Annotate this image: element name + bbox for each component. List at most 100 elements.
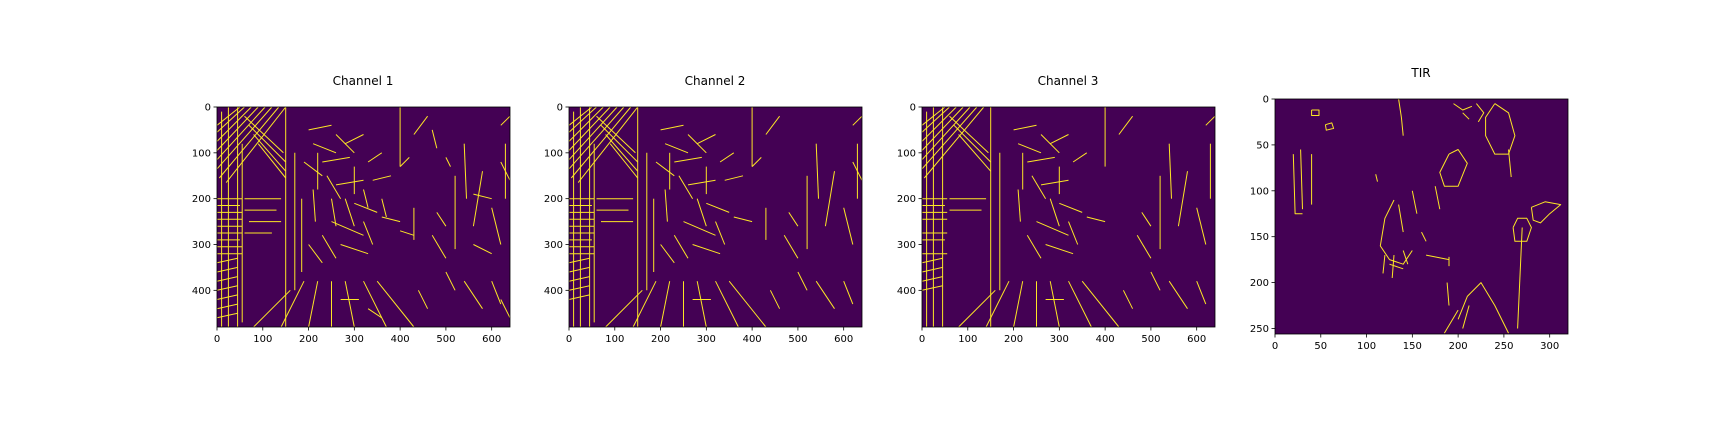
edge-segment	[367, 308, 383, 319]
edge-layer	[1292, 98, 1562, 334]
edge-segment	[1375, 174, 1378, 182]
x-ticks: 0 100 200 300 400 500 600	[214, 327, 501, 345]
edge-segment	[1086, 216, 1106, 223]
edge-segment	[568, 276, 590, 282]
x-tick-label: 250	[1494, 341, 1513, 352]
edge-segment	[1118, 115, 1134, 135]
edge-segment	[1026, 235, 1042, 259]
y-tick-label: 250	[1250, 324, 1269, 335]
edge-segment	[1027, 156, 1055, 163]
edge-segment	[335, 179, 364, 186]
edge-segment	[852, 115, 863, 126]
y-tick-label: 200	[192, 194, 211, 205]
edge-segment	[216, 312, 238, 319]
edge-segment	[344, 134, 364, 145]
edge-segment	[216, 276, 238, 282]
edge-segment	[1508, 149, 1512, 178]
x-tick-label: 400	[743, 334, 762, 345]
axes-frame	[921, 106, 1216, 328]
edge-segment	[728, 280, 767, 328]
edge-segment	[568, 266, 590, 273]
edge-segment	[1292, 154, 1303, 215]
x-ticks: 0 100 200 300 400 500 600	[919, 327, 1206, 345]
edge-segment	[1462, 112, 1470, 120]
y-tick-label: 100	[192, 148, 211, 159]
edge-segment	[363, 221, 374, 245]
edge-segment	[1045, 244, 1074, 255]
edge-segment	[1398, 204, 1404, 233]
subplot-tir: TIR 0 50 100 150 200 250 300 0 50 100 150 200 250	[1250, 66, 1569, 352]
y-tick-label: 300	[897, 240, 916, 251]
edge-segment	[706, 202, 730, 213]
edge-segment	[958, 134, 992, 172]
edge-segment	[1049, 281, 1060, 328]
edge-segment	[216, 294, 238, 300]
edge-segment	[632, 280, 657, 328]
edge-layer	[921, 106, 1216, 328]
subplot-title: Channel 3	[1038, 74, 1099, 88]
edge-segment	[577, 106, 639, 183]
subplot-title: TIR	[1410, 66, 1430, 80]
edge-segment	[570, 106, 632, 179]
edge-segment	[216, 257, 238, 264]
edge-segment	[765, 115, 781, 135]
x-ticks: 0 100 200 300 400 500 600	[566, 327, 853, 345]
subplot-channel-2: Channel 2 0 100 200 300 400 500 600 0 100 200 300…	[544, 74, 863, 345]
edge-segment	[724, 175, 744, 181]
edge-segment	[473, 244, 492, 255]
edge-segment	[1300, 149, 1303, 210]
edge-segment	[1426, 254, 1450, 261]
edge-segment	[1443, 309, 1459, 334]
edge-segment	[600, 124, 639, 163]
x-tick-label: 50	[1314, 341, 1327, 352]
y-ticks: 0 50 100 150 200 250	[1250, 95, 1275, 335]
edge-segment	[696, 198, 707, 227]
edge-segment	[1049, 198, 1060, 227]
edge-segment	[500, 299, 511, 319]
edge-segment	[257, 143, 287, 179]
edge-segment	[1439, 149, 1468, 187]
edge-segment	[687, 134, 707, 154]
edge-segment	[664, 143, 689, 154]
edge-segment	[923, 106, 985, 179]
edge-segment	[660, 244, 675, 264]
x-tick-label: 300	[1050, 334, 1069, 345]
edge-segment	[248, 124, 287, 163]
edge-segment	[568, 106, 604, 142]
x-tick-label: 0	[566, 334, 572, 345]
edge-segment	[431, 129, 438, 149]
edge-segment	[354, 202, 378, 213]
edge-segment	[921, 276, 943, 282]
edge-segment	[733, 216, 753, 223]
edge-segment	[216, 106, 252, 142]
edge-segment	[1391, 255, 1395, 279]
edge-segment	[344, 198, 355, 227]
x-tick-label: 600	[834, 334, 853, 345]
edge-segment	[363, 189, 369, 208]
y-tick-label: 0	[557, 103, 563, 114]
x-tick-label: 300	[345, 334, 364, 345]
edge-segment	[431, 235, 447, 259]
edge-segment	[852, 161, 863, 181]
x-tick-label: 200	[651, 334, 670, 345]
edge-segment	[280, 280, 305, 328]
edge-segment	[244, 115, 284, 154]
y-tick-label: 200	[544, 194, 563, 205]
y-tick-label: 200	[897, 194, 916, 205]
edge-segment	[1081, 280, 1120, 328]
edge-segment	[1476, 103, 1485, 123]
edge-segment	[1031, 175, 1047, 199]
edge-segment	[1411, 190, 1418, 214]
edge-segment	[376, 280, 415, 328]
edge-segment	[783, 235, 799, 259]
edge-segment	[1150, 271, 1161, 291]
edge-segment	[843, 281, 854, 305]
y-ticks: 0 100 200 300 400	[192, 103, 217, 297]
edge-segment	[788, 212, 799, 227]
edge-segment	[660, 281, 671, 328]
edge-segment	[958, 289, 996, 328]
edge-segment	[326, 175, 342, 199]
edge-segment	[413, 115, 429, 135]
edge-segment	[1457, 282, 1509, 334]
edge-segment	[491, 207, 502, 245]
